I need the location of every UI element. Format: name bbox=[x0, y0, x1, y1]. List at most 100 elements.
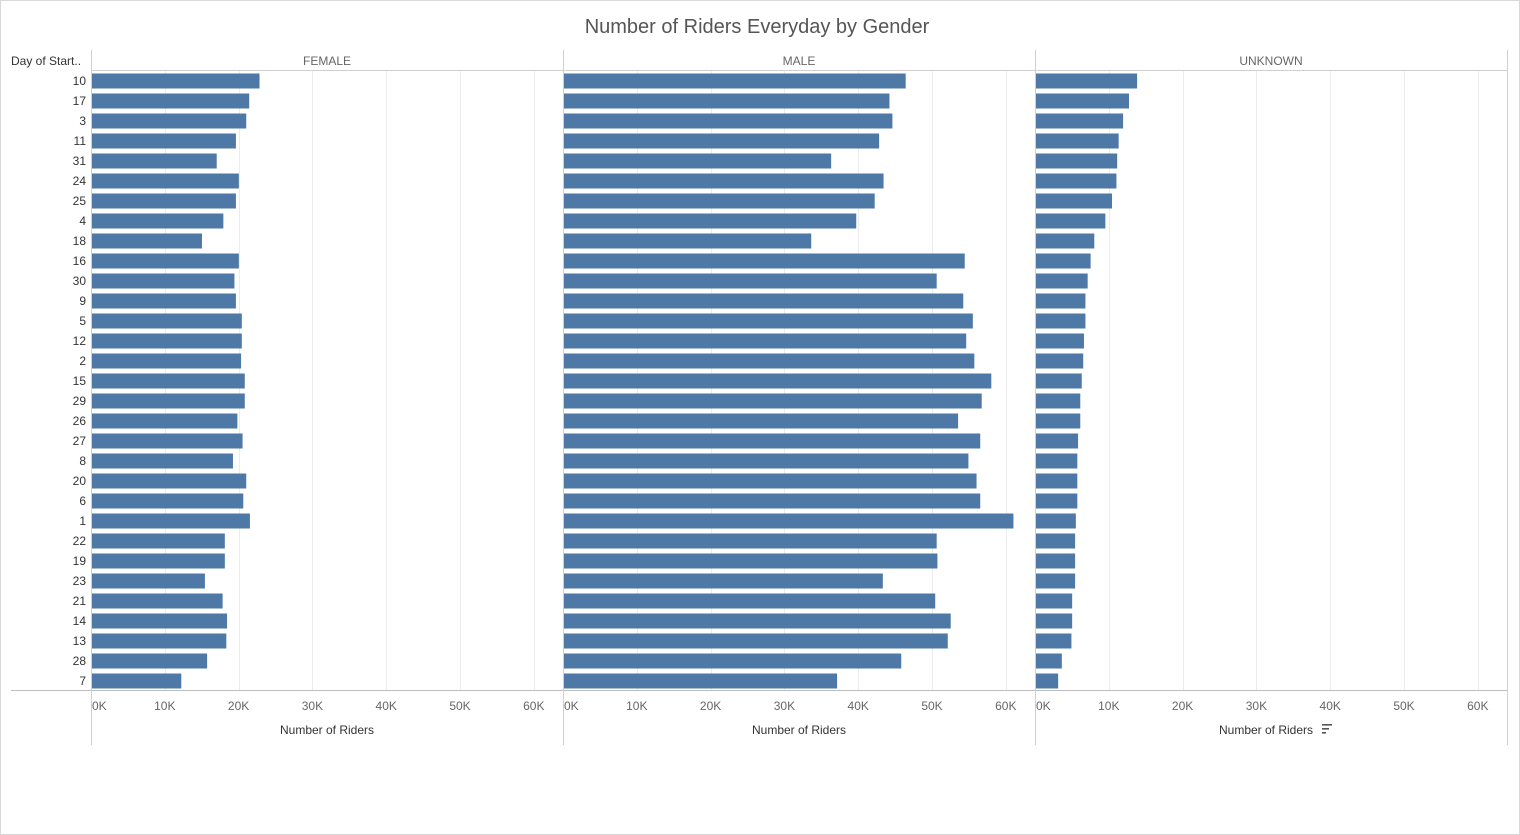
panel-header-female: FEMALE bbox=[303, 54, 351, 68]
bar-male bbox=[564, 133, 880, 149]
x-tick-label: 10K bbox=[626, 699, 647, 713]
bar-male bbox=[564, 393, 982, 409]
bar-female bbox=[92, 533, 225, 549]
bar-female bbox=[92, 133, 236, 149]
row-header-label: Day of Start.. bbox=[11, 54, 81, 68]
x-tick-label: 40K bbox=[848, 699, 869, 713]
bar-male bbox=[564, 233, 812, 249]
chart-title: Number of Riders Everyday by Gender bbox=[584, 16, 930, 38]
bar-unknown bbox=[1036, 353, 1084, 369]
x-tick-label: 40K bbox=[1320, 699, 1341, 713]
bar-female bbox=[92, 313, 242, 329]
bar-female bbox=[92, 193, 236, 209]
bar-unknown bbox=[1036, 293, 1086, 309]
day-label: 29 bbox=[73, 394, 87, 408]
day-label: 28 bbox=[73, 654, 87, 668]
day-label: 14 bbox=[73, 614, 87, 628]
day-label: 22 bbox=[73, 534, 87, 548]
x-tick-label: 30K bbox=[1246, 699, 1267, 713]
bar-unknown bbox=[1036, 313, 1086, 329]
day-label: 19 bbox=[73, 554, 87, 568]
day-label: 30 bbox=[73, 274, 87, 288]
day-label: 31 bbox=[73, 154, 87, 168]
bar-female bbox=[92, 73, 260, 89]
bar-unknown bbox=[1036, 453, 1078, 469]
bar-unknown bbox=[1036, 373, 1082, 389]
day-label: 2 bbox=[79, 354, 86, 368]
bar-male bbox=[564, 293, 964, 309]
bar-unknown bbox=[1036, 253, 1091, 269]
bar-female bbox=[92, 353, 242, 369]
day-label: 27 bbox=[73, 434, 87, 448]
bar-male bbox=[564, 153, 832, 169]
bar-male bbox=[564, 493, 981, 509]
bar-male bbox=[564, 213, 857, 229]
day-label: 13 bbox=[73, 634, 87, 648]
bar-unknown bbox=[1036, 653, 1062, 669]
bar-female bbox=[92, 673, 182, 689]
bar-male bbox=[564, 453, 969, 469]
day-label: 20 bbox=[73, 474, 87, 488]
bar-male bbox=[564, 573, 883, 589]
day-label: 16 bbox=[73, 254, 87, 268]
day-label: 21 bbox=[73, 594, 87, 608]
panel-header-unknown: UNKNOWN bbox=[1239, 54, 1302, 68]
bar-female bbox=[92, 493, 244, 509]
bar-female bbox=[92, 413, 238, 429]
bar-unknown bbox=[1036, 233, 1095, 249]
bar-male bbox=[564, 413, 959, 429]
bar-male bbox=[564, 613, 951, 629]
bar-male bbox=[564, 513, 1014, 529]
bar-unknown bbox=[1036, 573, 1076, 589]
bar-male bbox=[564, 113, 893, 129]
day-label: 26 bbox=[73, 414, 87, 428]
sort-icon-bar bbox=[1322, 728, 1329, 730]
bar-unknown bbox=[1036, 613, 1073, 629]
bar-female bbox=[92, 113, 247, 129]
bar-unknown bbox=[1036, 633, 1072, 649]
bar-unknown bbox=[1036, 473, 1078, 489]
bar-female bbox=[92, 573, 205, 589]
x-tick-label: 50K bbox=[449, 699, 470, 713]
x-tick-label: 40K bbox=[376, 699, 397, 713]
day-label: 15 bbox=[73, 374, 87, 388]
bar-male bbox=[564, 433, 981, 449]
sort-icon-bar bbox=[1322, 724, 1332, 726]
bar-male bbox=[564, 593, 936, 609]
day-label: 18 bbox=[73, 234, 87, 248]
bar-unknown bbox=[1036, 433, 1079, 449]
day-label: 23 bbox=[73, 574, 87, 588]
day-label: 7 bbox=[79, 674, 86, 688]
x-tick-label: 20K bbox=[700, 699, 721, 713]
labels-layer: Day of Start..10173113124254181630951221… bbox=[11, 54, 1488, 737]
bar-unknown bbox=[1036, 493, 1078, 509]
bar-unknown bbox=[1036, 273, 1088, 289]
x-tick-label: 60K bbox=[1467, 699, 1488, 713]
bar-male bbox=[564, 313, 973, 329]
bars-layer bbox=[92, 73, 1138, 689]
bar-female bbox=[92, 213, 224, 229]
bar-male bbox=[564, 533, 937, 549]
day-label: 25 bbox=[73, 194, 87, 208]
day-label: 8 bbox=[79, 454, 86, 468]
bar-male bbox=[564, 333, 967, 349]
x-axis-title: Number of Riders bbox=[1219, 723, 1313, 737]
bar-unknown bbox=[1036, 413, 1081, 429]
bar-male bbox=[564, 353, 975, 369]
bar-female bbox=[92, 653, 208, 669]
panel-header-male: MALE bbox=[783, 54, 816, 68]
bar-unknown bbox=[1036, 153, 1118, 169]
x-tick-label: 0K bbox=[92, 699, 107, 713]
bar-female bbox=[92, 613, 228, 629]
bar-female bbox=[92, 333, 242, 349]
bar-unknown bbox=[1036, 173, 1117, 189]
bar-male bbox=[564, 193, 875, 209]
bar-male bbox=[564, 553, 938, 569]
bar-unknown bbox=[1036, 533, 1076, 549]
x-tick-label: 60K bbox=[995, 699, 1016, 713]
x-tick-label: 30K bbox=[302, 699, 323, 713]
bar-male bbox=[564, 173, 884, 189]
bar-female bbox=[92, 293, 236, 309]
bar-female bbox=[92, 433, 243, 449]
